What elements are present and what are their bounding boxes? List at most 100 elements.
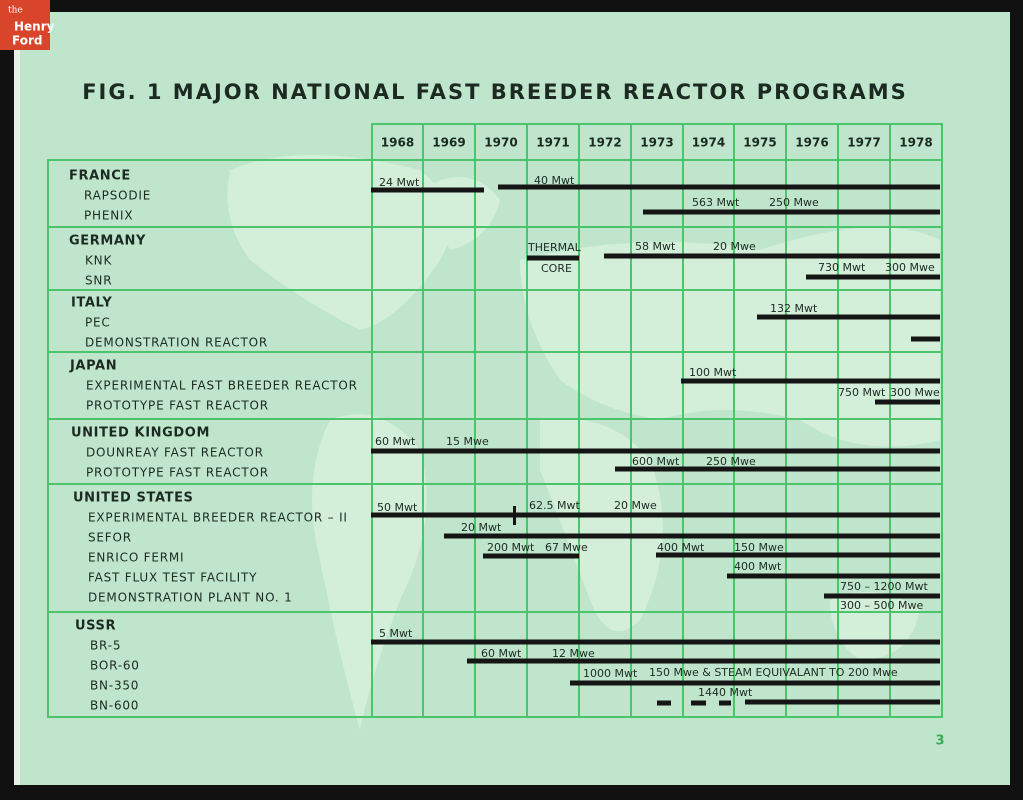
program-name: DOUNREAY FAST REACTOR xyxy=(86,446,264,460)
program-name: BN-350 xyxy=(90,679,139,693)
year-label: 1969 xyxy=(432,136,465,150)
year-label: 1972 xyxy=(588,136,621,150)
timeline-bar xyxy=(727,573,940,579)
year-label: 1970 xyxy=(484,136,517,150)
section-name: UNITED KINGDOM xyxy=(71,426,210,441)
annotation: 300 – 500 Mwe xyxy=(840,599,923,612)
timeline-bar xyxy=(615,466,940,472)
section-name: GERMANY xyxy=(69,234,146,249)
page-number: 3 xyxy=(935,734,944,749)
timeline-bar xyxy=(527,255,579,261)
timeline-bar xyxy=(757,314,940,320)
timeline-bar xyxy=(467,658,940,664)
annotation: 15 Mwe xyxy=(446,435,489,448)
annotation: 50 Mwt xyxy=(377,501,418,514)
program-name: SEFOR xyxy=(88,531,132,545)
annotation: 730 Mwt xyxy=(818,261,866,274)
timeline-bar xyxy=(604,253,940,259)
annotation: 750 Mwt xyxy=(838,386,886,399)
annotation: 20 Mwt xyxy=(461,521,502,534)
annotation: 200 Mwt xyxy=(487,541,535,554)
annotation: 300 Mwe xyxy=(885,261,935,274)
year-label: 1975 xyxy=(743,136,776,150)
logo-text: the xyxy=(8,6,23,16)
year-label: 1978 xyxy=(899,136,932,150)
program-name: PROTOTYPE FAST REACTOR xyxy=(86,466,269,480)
section-name: ITALY xyxy=(71,296,112,311)
annotation: 67 Mwe xyxy=(545,541,588,554)
annotation: 20 Mwe xyxy=(614,499,657,512)
annotation: 60 Mwt xyxy=(375,435,416,448)
annotation: 750 – 1200 Mwt xyxy=(840,580,928,593)
annotation: 250 Mwe xyxy=(769,196,819,209)
timeline-bar xyxy=(371,512,940,518)
annotation: 400 Mwt xyxy=(734,560,782,573)
logo-text: Ford xyxy=(12,34,42,48)
timeline-bar xyxy=(444,533,940,539)
annotation: 24 Mwt xyxy=(379,176,420,189)
annotation: 1000 Mwt xyxy=(583,667,638,680)
timeline-bar xyxy=(691,700,706,706)
logo xyxy=(0,0,50,50)
annotation: 5 Mwt xyxy=(379,627,413,640)
grid xyxy=(47,123,943,718)
body-frame xyxy=(47,159,943,718)
timeline-bar xyxy=(657,700,671,706)
annotation: 250 Mwe xyxy=(706,455,756,468)
milestone-tick xyxy=(513,506,516,525)
annotation: 62.5 Mwt xyxy=(529,499,580,512)
annotation: 150 Mwe & STEAM EQUIVALANT TO 200 Mwe xyxy=(649,666,898,679)
annotation: 60 Mwt xyxy=(481,647,522,660)
year-label: 1973 xyxy=(640,136,673,150)
year-label: 1974 xyxy=(692,136,725,150)
annotation: 300 Mwe xyxy=(890,386,940,399)
annotation: 58 Mwt xyxy=(635,240,676,253)
program-name: KNK xyxy=(85,254,112,268)
page-edge xyxy=(14,12,20,785)
timeline-bar xyxy=(681,378,940,384)
section-name: UNITED STATES xyxy=(73,491,194,506)
annotation: THERMAL xyxy=(527,241,582,254)
annotation: 132 Mwt xyxy=(770,302,818,315)
timeline-bar xyxy=(498,184,940,190)
program-name: BOR-60 xyxy=(90,659,140,673)
year-label: 1976 xyxy=(795,136,828,150)
timeline-bar xyxy=(371,448,940,454)
timeline-bar xyxy=(875,399,940,405)
year-label: 1968 xyxy=(381,136,414,150)
annotation: 40 Mwt xyxy=(534,174,575,187)
timeline-bar xyxy=(824,593,940,599)
year-label: 1971 xyxy=(536,136,569,150)
annotation: 1440 Mwt xyxy=(698,686,753,699)
program-name: BN-600 xyxy=(90,699,139,713)
timeline-bar xyxy=(911,336,940,342)
timeline-bar xyxy=(371,639,940,645)
title: FIG. 1 MAJOR NATIONAL FAST BREEDER REACT… xyxy=(82,80,908,104)
program-name: DEMONSTRATION REACTOR xyxy=(85,336,268,350)
timeline-bar xyxy=(656,552,940,558)
program-name: PEC xyxy=(85,316,111,330)
timeline-bar xyxy=(745,699,940,705)
program-name: PROTOTYPE FAST REACTOR xyxy=(86,399,269,413)
program-name: RAPSODIE xyxy=(84,189,151,203)
timeline-bar xyxy=(483,553,579,559)
program-name: FAST FLUX TEST FACILITY xyxy=(88,571,257,585)
timeline-bar xyxy=(719,700,731,706)
year-label: 1977 xyxy=(847,136,880,150)
section-name: USSR xyxy=(75,619,116,634)
timeline-bar xyxy=(643,209,940,215)
timeline-bar xyxy=(371,187,484,193)
annotation: 100 Mwt xyxy=(689,366,737,379)
annotation: 20 Mwe xyxy=(713,240,756,253)
program-name: ENRICO FERMI xyxy=(88,551,184,565)
program-name: DEMONSTRATION PLANT NO. 1 xyxy=(88,591,293,605)
timeline-bar xyxy=(806,274,940,280)
annotation: 400 Mwt xyxy=(657,541,705,554)
program-name: BR-5 xyxy=(90,639,121,653)
content: 1968 1969 1970 1971 1972 1973 1974 1975 1976 1977… xyxy=(69,136,940,713)
logo-text: Henry xyxy=(14,20,55,34)
annotation: 150 Mwe xyxy=(734,541,784,554)
section-name: FRANCE xyxy=(69,169,131,184)
